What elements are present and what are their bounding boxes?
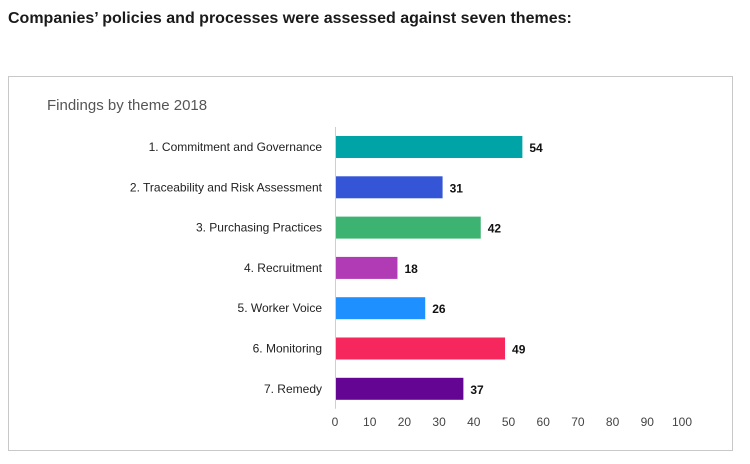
value-label: 31: [450, 181, 464, 195]
x-tick-label: 70: [571, 415, 585, 429]
bar: [336, 297, 426, 320]
page-headline: Companies’ policies and processes were a…: [8, 10, 572, 27]
category-label: 5. Worker Voice: [238, 301, 323, 315]
x-tick-label: 90: [641, 415, 655, 429]
bar: [336, 337, 506, 360]
category-label: 2. Traceability and Risk Assessment: [130, 180, 323, 194]
x-tick-label: 30: [432, 415, 446, 429]
x-tick-label: 20: [398, 415, 412, 429]
category-label: 7. Remedy: [264, 382, 322, 396]
category-label: 3. Purchasing Practices: [196, 221, 322, 235]
value-label: 54: [529, 141, 543, 155]
x-tick-label: 50: [502, 415, 516, 429]
x-tick-label: 100: [672, 415, 692, 429]
bar: [336, 176, 443, 199]
bar: [336, 216, 481, 239]
category-label: 4. Recruitment: [244, 261, 323, 275]
bar: [336, 136, 523, 158]
value-label: 26: [432, 302, 446, 316]
category-label: 1. Commitment and Governance: [149, 140, 323, 154]
x-tick-label: 60: [537, 415, 551, 429]
value-label: 18: [404, 262, 418, 276]
value-label: 49: [512, 343, 526, 357]
bar: [336, 256, 398, 279]
value-label: 42: [488, 222, 502, 236]
chart-title: Findings by theme 2018: [47, 97, 208, 114]
bar-chart: 1. Commitment and Governance 54 2. Traceab…: [130, 127, 692, 429]
bar: [336, 377, 464, 400]
chart-panel: Findings by theme 2018 1. Commitment and…: [8, 76, 733, 451]
x-tick-label: 0: [332, 415, 339, 429]
x-tick-label: 10: [363, 415, 377, 429]
x-tick-label: 80: [606, 415, 620, 429]
value-label: 37: [470, 383, 484, 397]
category-label: 6. Monitoring: [253, 342, 322, 356]
x-tick-label: 40: [467, 415, 481, 429]
